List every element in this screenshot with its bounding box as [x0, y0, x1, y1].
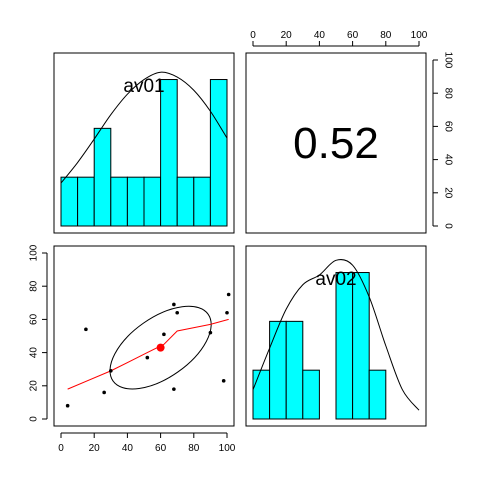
panel-frame-av01: [53, 52, 235, 234]
diagonal-label-av01: av01: [123, 76, 164, 97]
density-curve-av01: [60, 71, 228, 184]
panel-scatter-av01-av02: [53, 245, 235, 427]
bottom-tick-label-0: 0: [58, 443, 64, 454]
scatter-point-3: [109, 369, 113, 373]
scatter-point-10: [221, 379, 226, 383]
scatter-point-12: [226, 292, 231, 297]
hist-bar-av01-3: [110, 176, 128, 227]
bottom-axis: 0 20 40 60 80 100: [58, 432, 236, 454]
hist-bar-av01-2: [93, 127, 112, 227]
bottom-tick-label-5: 100: [219, 443, 236, 454]
hist-bar-av02-3: [302, 369, 320, 420]
scatter-point-0: [65, 403, 70, 408]
left-tick-label-5: 100: [29, 244, 40, 261]
panel-frame-correlation: [245, 52, 427, 234]
top-axis: 0 20 40 60 80 100: [250, 30, 428, 47]
hist-bar-av01-6: [160, 79, 178, 227]
scatter-point-2: [102, 390, 106, 395]
left-tick-label-4: 80: [29, 280, 40, 292]
hist-bar-av02-5: [335, 272, 354, 420]
scatter-point-4: [145, 355, 150, 360]
bottom-tick-label-1: 20: [89, 443, 101, 454]
left-tick-label-1: 20: [29, 380, 40, 392]
hist-bar-av02-7: [368, 369, 387, 420]
top-tick-label-2: 40: [314, 30, 326, 41]
scatter-point-1: [84, 327, 88, 332]
scatter-point-11: [225, 310, 229, 315]
right-tick-label-5: 100: [442, 52, 453, 69]
right-tick-label-0: 0: [442, 223, 453, 229]
diagonal-label-av02: av02: [315, 269, 356, 290]
right-tick-label-1: 20: [442, 187, 453, 199]
hist-bar-av01-0: [60, 176, 79, 227]
right-axis: 0 20 40 60 80 100: [432, 52, 453, 229]
hist-bar-av01-4: [126, 176, 145, 227]
top-tick-label-1: 20: [281, 30, 293, 41]
panel-frame-scatter: [53, 245, 235, 427]
left-tick-label-2: 40: [29, 347, 40, 359]
hist-bar-av01-7: [176, 176, 195, 227]
hist-bar-av02-6: [352, 272, 370, 420]
panel-frame-av02: [245, 245, 427, 427]
hist-bar-av01-9: [209, 79, 228, 227]
right-tick-label-2: 40: [442, 154, 453, 166]
top-tick-label-4: 80: [380, 30, 392, 41]
panel-correlation: 0.52: [245, 52, 427, 234]
hist-bar-av02-2: [285, 320, 304, 420]
density-curve-av02: [252, 259, 420, 411]
bottom-tick-label-2: 40: [122, 443, 134, 454]
scatter-point-7: [172, 302, 176, 307]
hist-bar-av02-1: [269, 320, 287, 420]
correlation-ellipse: [109, 305, 212, 390]
scatter-point-5: [162, 332, 166, 337]
panel-histogram-av02: av02: [245, 245, 427, 427]
scatter-point-9: [208, 330, 213, 335]
scatter-point-6: [172, 387, 176, 391]
hist-bar-av01-5: [143, 176, 162, 227]
left-tick-label-0: 0: [29, 416, 40, 422]
hist-bar-av01-8: [193, 176, 211, 227]
left-axis: 0 20 40 60 80 100: [29, 244, 48, 422]
hist-bar-av02-0: [252, 369, 271, 420]
correlation-value: 0.52: [293, 119, 379, 168]
hist-bar-av01-1: [77, 176, 95, 227]
bottom-tick-label-3: 60: [155, 443, 167, 454]
top-tick-label-5: 100: [411, 30, 428, 41]
bottom-tick-label-4: 80: [188, 443, 200, 454]
right-tick-label-3: 60: [442, 121, 453, 133]
top-tick-label-0: 0: [250, 30, 256, 41]
top-tick-label-3: 60: [347, 30, 359, 41]
loess-smooth-line: [67, 318, 229, 390]
panel-histogram-av01: av01: [53, 52, 235, 234]
right-tick-label-4: 80: [442, 88, 453, 100]
mean-point: [156, 343, 165, 352]
left-tick-label-3: 60: [29, 313, 40, 325]
scatter-point-8: [175, 310, 179, 315]
